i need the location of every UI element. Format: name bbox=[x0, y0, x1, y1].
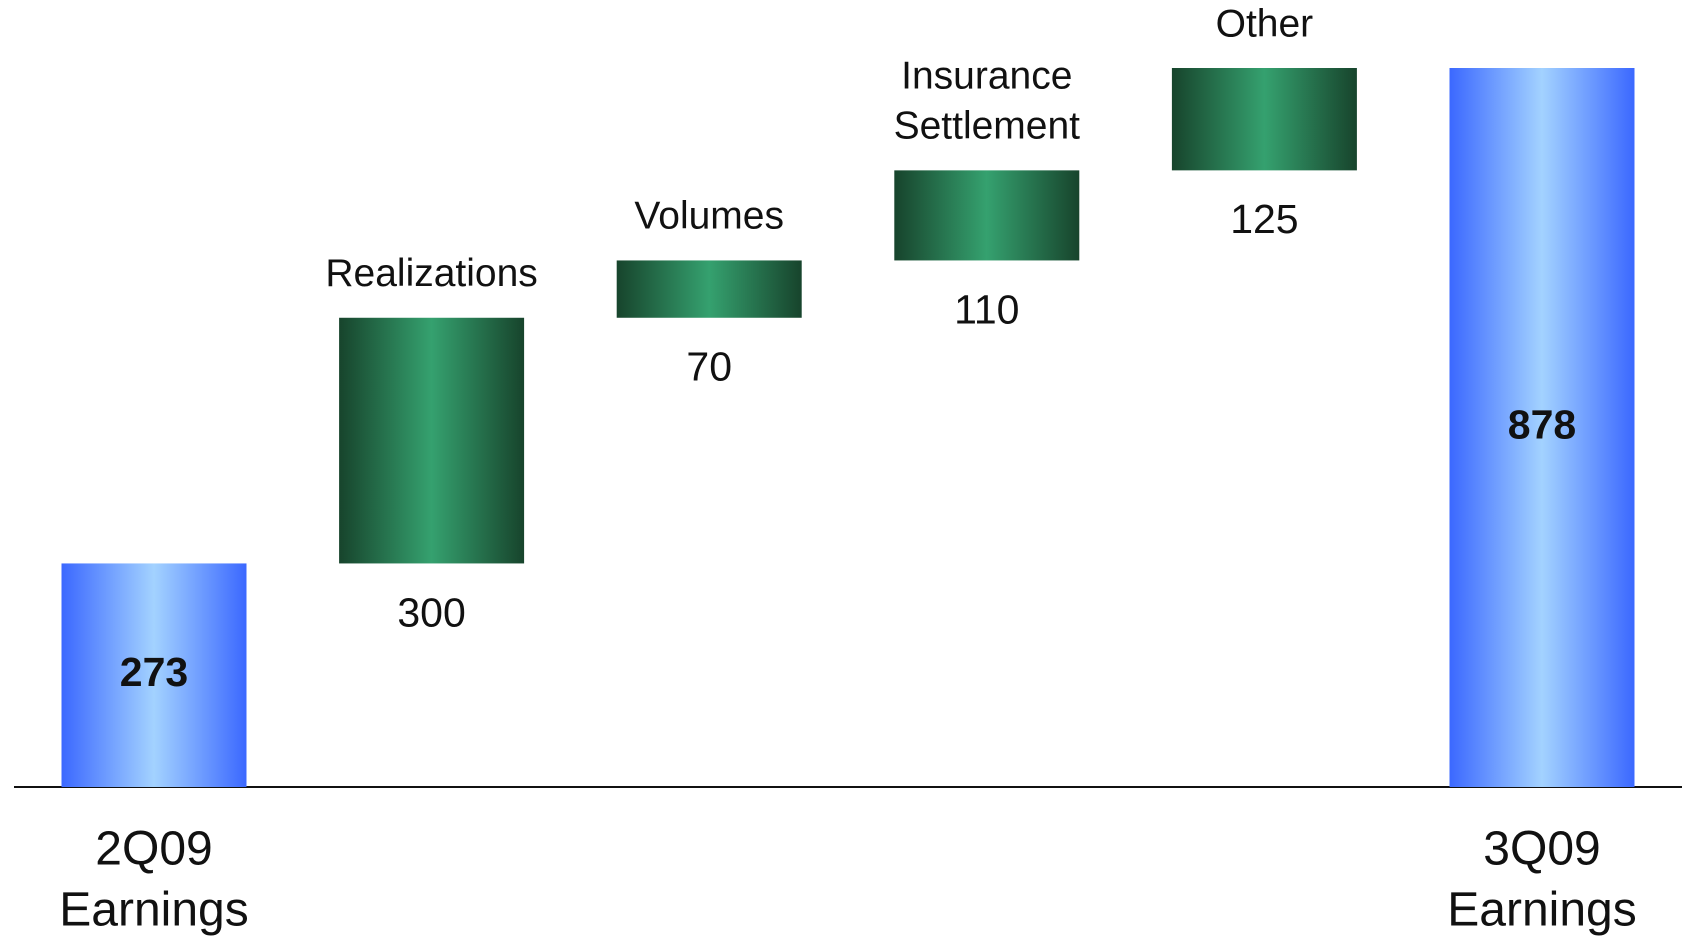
category-label: Other bbox=[1216, 2, 1314, 45]
category-label: Insurance bbox=[901, 55, 1072, 98]
value-label: 878 bbox=[1508, 401, 1576, 447]
change-bar bbox=[1171, 68, 1357, 171]
change-bar bbox=[616, 260, 802, 318]
total-bar bbox=[1449, 68, 1635, 787]
category-label: 2Q09 bbox=[95, 823, 212, 876]
value-label: 70 bbox=[686, 344, 732, 390]
change-bar bbox=[339, 317, 525, 564]
change-bar bbox=[894, 170, 1080, 261]
category-label: Volumes bbox=[634, 195, 784, 238]
category-label: 3Q09 bbox=[1483, 823, 1600, 876]
category-label: Realizations bbox=[325, 252, 537, 295]
value-label: 273 bbox=[120, 649, 188, 695]
total-bar bbox=[61, 563, 247, 787]
value-label: 300 bbox=[397, 589, 465, 635]
category-label: Earnings bbox=[1447, 884, 1636, 937]
value-label: 110 bbox=[954, 286, 1019, 332]
category-label: Earnings bbox=[59, 884, 248, 937]
value-label: 125 bbox=[1230, 196, 1298, 242]
category-label: Settlement bbox=[894, 105, 1081, 148]
